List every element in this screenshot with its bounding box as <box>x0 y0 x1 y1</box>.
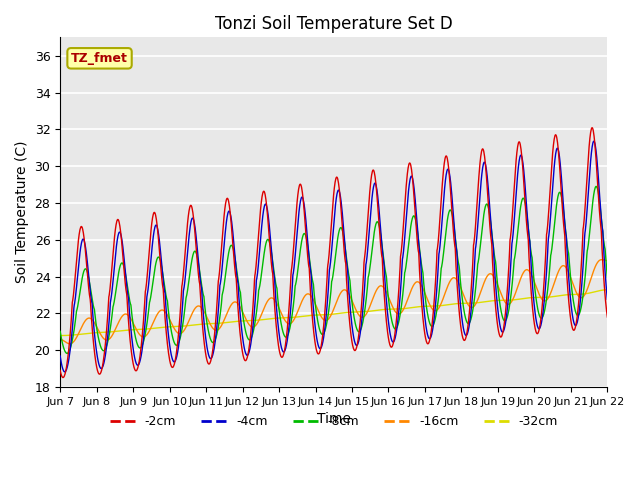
Text: TZ_fmet: TZ_fmet <box>71 52 128 65</box>
Title: Tonzi Soil Temperature Set D: Tonzi Soil Temperature Set D <box>215 15 452 33</box>
X-axis label: Time: Time <box>317 412 351 426</box>
Y-axis label: Soil Temperature (C): Soil Temperature (C) <box>15 141 29 283</box>
Legend: -2cm, -4cm, -8cm, -16cm, -32cm: -2cm, -4cm, -8cm, -16cm, -32cm <box>104 410 563 433</box>
